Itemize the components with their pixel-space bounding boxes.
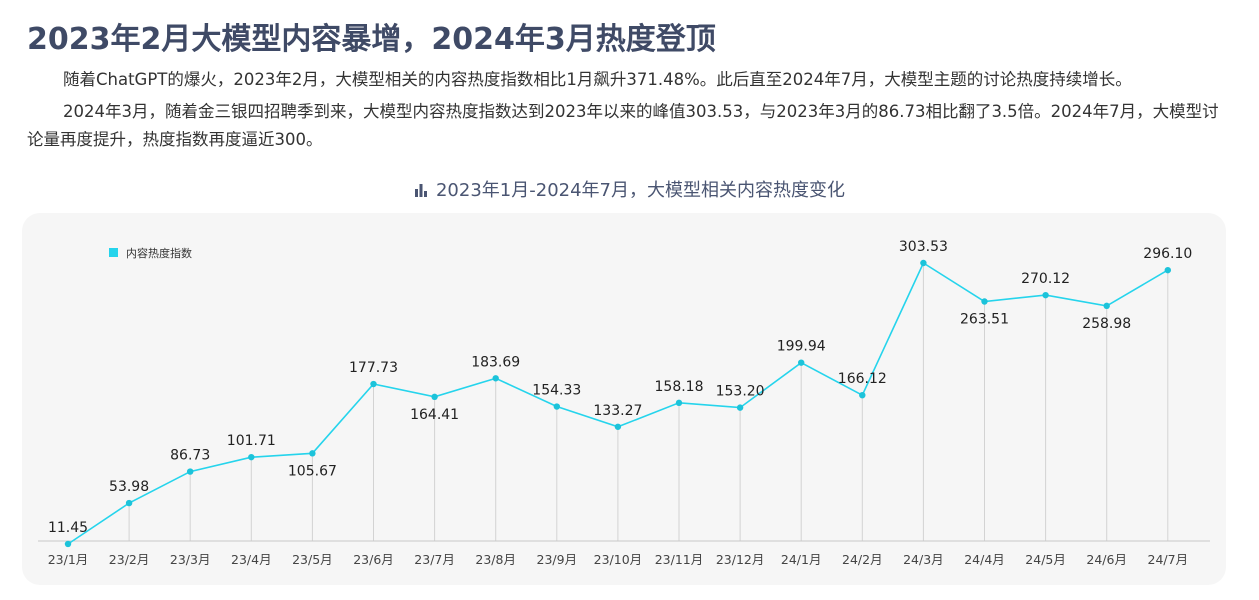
data-point-14 [920,259,927,267]
data-point-17 [1103,302,1110,310]
intro-paragraph-2: 2024年3月，随着金三银四招聘季到来，大模型内容热度指数达到2023年以来的峰… [27,102,1219,149]
data-point-18 [1164,266,1172,274]
x-tick-6: 23/7月 [414,552,455,567]
page-heading: 2023年2月大模型内容暴增，2024年3月热度登顶 [27,22,716,57]
x-tick-1: 23/2月 [109,552,150,567]
x-tick-15: 24/4月 [964,552,1005,567]
x-tick-5: 23/6月 [353,552,394,567]
data-label-14: 303.53 [899,239,948,255]
data-point-9 [614,423,622,430]
data-label-8: 154.33 [532,383,581,399]
data-label-15: 263.51 [960,311,1009,327]
legend: 内容热度指数 [109,246,192,260]
line-chart: 23/1月 23/2月 23/3月 23/4月 23/5月 23/6月 23/7月 23/8月… [38,239,1210,567]
chart-title: 2023年1月-2024年7月，大模型相关内容热度变化 [0,176,1259,202]
data-point-16 [1042,291,1049,299]
data-label-16: 270.12 [1021,271,1070,287]
data-label-13: 166.12 [838,371,887,387]
data-label-3: 101.71 [227,433,276,449]
chart-title-text: 2023年1月-2024年7月，大模型相关内容热度变化 [435,180,845,201]
intro-paragraph-1: 随着ChatGPT的爆火，2023年2月，大模型相关的内容热度指数相比1月飙升3… [63,70,1132,89]
data-label-5: 177.73 [349,360,398,376]
data-point-10 [675,399,683,407]
x-tick-2: 23/3月 [170,552,211,567]
x-tick-17: 24/6月 [1086,552,1127,567]
grid-layer [67,263,1169,544]
data-label-11: 153.20 [716,384,765,400]
data-label-10: 158.18 [655,379,704,395]
data-point-5 [370,380,377,388]
x-tick-18: 24/7月 [1148,552,1189,567]
x-tick-8: 23/9月 [537,552,578,567]
x-tick-3: 23/4月 [231,552,272,567]
data-label-18: 296.10 [1143,246,1192,262]
x-tick-16: 24/5月 [1025,552,1066,567]
x-tick-0: 23/1月 [48,552,89,567]
x-tick-4: 23/5月 [292,552,333,567]
data-point-0 [64,540,72,548]
data-label-9: 133.27 [593,403,642,419]
legend-label: 内容热度指数 [126,246,192,260]
bar-chart-icon [414,184,427,197]
data-point-2 [187,468,194,475]
legend-swatch [109,248,118,257]
x-tick-7: 23/8月 [475,552,516,567]
data-labels: 11.45 53.98 86.73 101.71 105.67 177.73 164.41 1… [48,239,1192,536]
data-label-7: 183.69 [471,354,520,370]
data-point-11 [736,404,744,411]
data-point-15 [981,298,988,305]
data-point-6 [431,393,438,401]
x-tick-14: 24/3月 [903,552,944,567]
data-point-12 [798,359,805,366]
x-tick-13: 24/2月 [842,552,883,567]
x-tick-labels: 23/1月 23/2月 23/3月 23/4月 23/5月 23/6月 23/7月 23/8月… [48,552,1188,567]
chart-card: 23/1月 23/2月 23/3月 23/4月 23/5月 23/6月 23/7月 23/8月… [22,213,1226,585]
data-label-12: 199.94 [777,339,826,355]
x-tick-9: 23/10月 [594,552,643,567]
data-point-3 [248,453,255,461]
data-label-4: 105.67 [288,463,337,479]
data-label-0: 11.45 [48,520,88,536]
data-label-1: 53.98 [109,479,149,495]
data-point-7 [492,375,499,382]
x-tick-11: 23/12月 [716,552,765,567]
data-label-6: 164.41 [410,407,459,423]
data-point-8 [553,403,560,410]
data-point-1 [125,499,133,507]
x-tick-12: 24/1月 [781,552,822,567]
data-label-2: 86.73 [170,448,210,464]
data-label-17: 258.98 [1082,316,1131,332]
data-markers [64,259,1172,548]
x-tick-10: 23/11月 [655,552,704,567]
data-point-4 [309,450,316,457]
data-point-13 [859,391,866,399]
